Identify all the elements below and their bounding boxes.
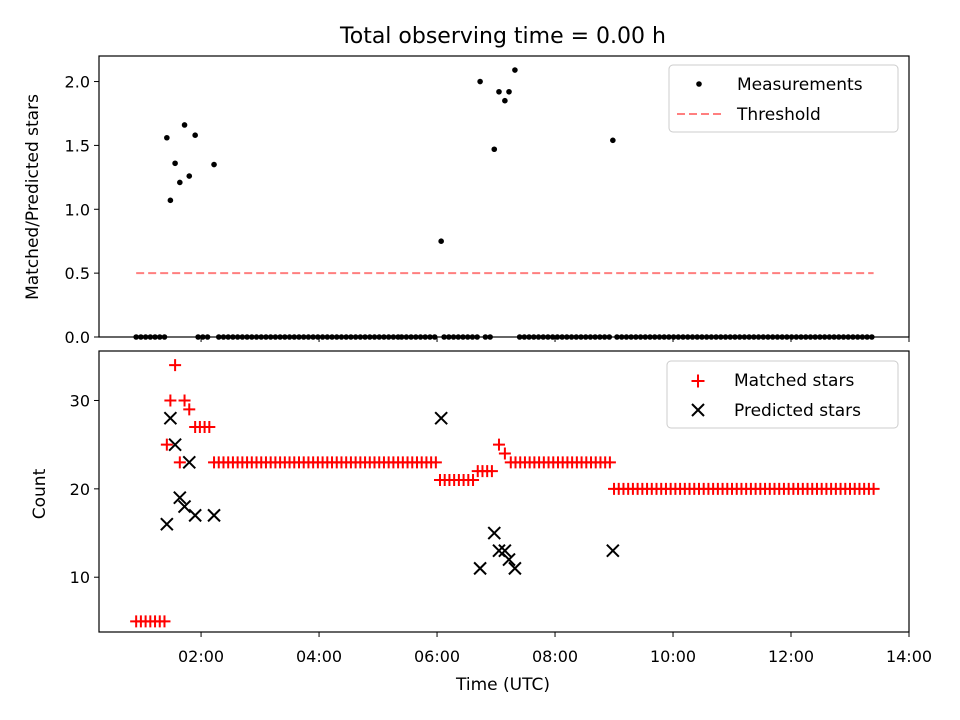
x-tick-label: 02:00 [178, 647, 224, 666]
bottom-y-tick-label: 10 [70, 568, 90, 587]
predicted-star-point [207, 508, 221, 523]
matched-star-point [429, 456, 442, 469]
matched-star-point [467, 474, 480, 487]
x-axis-label: Time (UTC) [455, 675, 550, 695]
matched-star-point [160, 438, 173, 451]
predicted-star-point [177, 499, 192, 514]
measurement-point [502, 97, 508, 104]
x-axis: 02:00 04:00 06:00 08:00 10:00 12:00 14:00 [178, 337, 932, 666]
bottom-panel: 10 20 30 Count Matched stars Predicted sta… [30, 350, 910, 633]
top-legend-box [668, 64, 899, 133]
bottom-axes: 10 20 30 [70, 391, 99, 587]
predicted-star-point [606, 543, 620, 558]
top-y-tick-label: 0.5 [65, 264, 90, 283]
matched-star-point [164, 394, 177, 407]
x-tick-label: 06:00 [414, 647, 460, 666]
legend-matched-marker [691, 374, 705, 388]
predicted-star-point [508, 561, 522, 576]
predicted-star-point [160, 517, 174, 531]
bottom-legend: Matched stars Predicted stars [666, 360, 899, 429]
x-tick-label: 12:00 [768, 647, 814, 666]
legend-measurements-label: Measurements [737, 75, 863, 95]
chart-title: Total observing time = 0.00 h [339, 24, 666, 49]
x-tick-label: 14:00 [886, 647, 932, 666]
matched-star-point [178, 394, 191, 407]
legend-predicted-label: Predicted stars [734, 401, 861, 421]
top-y-tick-label: 2.0 [65, 73, 90, 92]
matched-star-point [183, 403, 196, 416]
predicted-star-point [168, 437, 182, 452]
measurement-point [491, 146, 498, 153]
measurement-point [506, 88, 512, 95]
predicted-star-point [498, 543, 512, 558]
bottom-y-tick-label: 30 [70, 391, 90, 410]
matched-star-point [173, 456, 186, 469]
matched-star-point [485, 465, 498, 478]
measurement-point [610, 137, 616, 144]
bottom-y-axis-label: Count [30, 468, 50, 519]
matched-star-point [203, 420, 216, 433]
matched-star-point [158, 615, 171, 628]
matched-star-point [603, 456, 616, 469]
top-axes: 0.0 0.5 1.0 1.5 2.0 [65, 73, 99, 347]
measurement-point [177, 179, 183, 186]
legend-predicted-marker [691, 403, 705, 417]
top-plot-frame [98, 55, 910, 338]
predicted-star-point [182, 455, 196, 470]
top-y-tick-label: 1.0 [65, 200, 90, 219]
measurement-point [164, 134, 170, 141]
predicted-star-point [502, 552, 516, 567]
top-panel: 0.00.51.01.52.0 Matched/Predicted stars … [23, 55, 910, 347]
predicted-star-point [487, 526, 501, 540]
measurement-point [438, 238, 444, 245]
predicted-star-point [163, 411, 178, 425]
legend-threshold-label: Threshold [736, 105, 821, 125]
matched-star-point [492, 438, 505, 451]
counts-layer [130, 359, 880, 628]
measurement-point [167, 197, 174, 204]
x-tick-label: 04:00 [296, 647, 342, 666]
measurement-point [477, 78, 483, 85]
matched-star-point [498, 447, 511, 460]
legend-measurements-marker [696, 81, 702, 87]
bottom-plot-frame [98, 350, 910, 633]
predicted-star-point [473, 561, 487, 576]
bottom-legend-box [666, 360, 899, 429]
measurement-point [192, 132, 198, 138]
predicted-star-point [188, 508, 202, 523]
x-tick-label: 10:00 [650, 647, 696, 666]
measurement-point [186, 173, 193, 179]
measurement-point [496, 88, 502, 95]
measurement-point [512, 67, 518, 73]
top-y-axis-label: Matched/Predicted stars [23, 94, 43, 300]
x-tick-label: 08:00 [532, 647, 578, 666]
predicted-star-point [173, 490, 187, 505]
measurement-point [181, 122, 188, 128]
measurement-point [172, 160, 178, 167]
matched-star-point [169, 359, 182, 372]
matched-star-point [867, 482, 880, 495]
measurement-point [211, 161, 217, 168]
predicted-star-point [434, 411, 448, 425]
bottom-y-tick-label: 20 [70, 480, 90, 499]
top-y-tick-label: 1.5 [65, 136, 90, 155]
top-y-tick-label: 0.0 [65, 328, 90, 347]
legend-matched-label: Matched stars [734, 371, 854, 391]
top-legend: Measurements Threshold [668, 64, 899, 133]
